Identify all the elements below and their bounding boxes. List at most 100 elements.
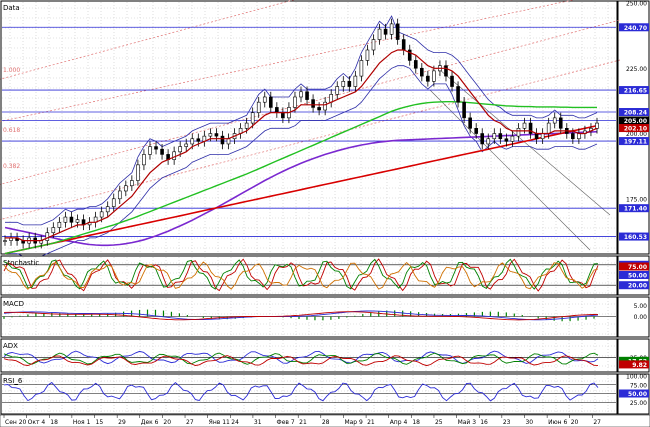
x-tick-label: 30 (525, 419, 533, 426)
axis-tick-label: 250.00 (626, 1, 647, 8)
macd-signal-line (3, 311, 599, 321)
projection-line (439, 69, 611, 216)
price-tag (619, 86, 649, 95)
price-candle (305, 91, 309, 100)
projection-line (429, 89, 591, 251)
x-tick-label: 27 (593, 419, 601, 426)
ma-purple-line (4, 130, 598, 247)
panel-macd: MACD 5.00 0.00 (0, 296, 650, 338)
price-candle (275, 107, 279, 113)
bollinger-upper (5, 15, 598, 226)
panel-title: MACD (3, 300, 24, 308)
x-tick-label: Ноя 1 (73, 419, 91, 426)
adx-line (3, 350, 599, 365)
x-tick-label: Янв 11 (209, 419, 230, 426)
price-candle (45, 232, 50, 241)
price-candle (244, 122, 249, 129)
axis-tick-label: 0.00 (634, 314, 648, 321)
panel-frame (0, 0, 618, 255)
axis-tick-label: 75.00 (630, 382, 647, 389)
price-candle (577, 133, 581, 140)
x-tick-label: 27 (186, 419, 194, 426)
x-tick-label: 25 (435, 419, 443, 426)
axis-tick-label: 5.00 (634, 303, 648, 310)
x-tick-label: 15 (96, 419, 104, 426)
price-tag-label: 208.24 (624, 110, 647, 117)
x-tick-label: 29 (118, 419, 126, 426)
price-candle (558, 117, 563, 129)
price-candle (552, 117, 557, 124)
price-candle (413, 60, 418, 69)
adx-minus-di-line (3, 355, 599, 367)
price-tag (619, 108, 649, 117)
price-candle (426, 75, 430, 82)
panel-title: Stochastic (3, 259, 39, 267)
price-candle (546, 122, 551, 134)
axis-tick-label: 225.00 (626, 66, 647, 73)
axis-tick-label: 175.00 (626, 196, 647, 203)
x-tick-label: 16 (480, 419, 488, 426)
x-tick-label: Окт 4 (28, 419, 46, 426)
x-axis: Сен 20 Окт 4 18 Ноя 1 15 29 Дек 6 20 27 Янв 11 24 3… (0, 414, 650, 427)
x-tick-label: Мар 9 (344, 419, 363, 426)
price-candle (99, 211, 104, 218)
rsi-line (3, 381, 599, 402)
price-candle (130, 180, 134, 187)
price-candle (214, 133, 219, 137)
x-tick-label: 21 (299, 419, 307, 426)
x-tick-label: 23 (503, 419, 511, 426)
trend-red-line (4, 124, 598, 255)
price-candle (63, 216, 68, 223)
channel-line (0, 0, 575, 122)
price-tag-label: 50.00 (628, 391, 647, 398)
price-candle (534, 133, 539, 140)
price-candle (75, 219, 80, 223)
price-candle (371, 39, 376, 51)
price-candle (154, 146, 158, 150)
panel-data: Data 1.000 0.618 0.382 250.00 225.00 200.00 175… (0, 0, 650, 257)
price-candle (190, 138, 195, 145)
price-candle (450, 75, 454, 87)
axis-tick-label: 100.00 (626, 374, 647, 381)
price-candle (196, 138, 201, 142)
price-candle (456, 86, 460, 103)
price-candle (262, 96, 267, 103)
price-candle (359, 60, 364, 77)
price-candle (142, 154, 146, 166)
price-candle (486, 138, 491, 145)
macd-line (3, 310, 599, 321)
price-tag-label: 216.65 (624, 88, 647, 95)
price-candle (329, 94, 334, 103)
price-candle (111, 198, 116, 207)
price-candle (498, 133, 503, 140)
price-tag-label: 171.40 (624, 206, 647, 213)
price-candle (208, 133, 213, 137)
ma-green-line (4, 100, 597, 255)
price-candle (136, 164, 140, 181)
x-tick-label: 28 (322, 419, 330, 426)
price-candle (148, 146, 152, 155)
price-candle (474, 128, 478, 134)
price-candle (323, 101, 327, 111)
axis-tick-label: 200.00 (626, 131, 647, 138)
price-tag-label: 9.82 (632, 362, 647, 369)
price-tag (619, 360, 649, 369)
x-tick-label: 24 (231, 419, 239, 426)
x-tick-label: 18 (412, 419, 420, 426)
price-candle (377, 28, 382, 40)
price-tag (619, 389, 649, 398)
stoch-k-line (3, 258, 599, 292)
price-axis-frame (617, 296, 650, 338)
price-candle (389, 23, 394, 35)
price-tag (619, 281, 649, 290)
price-candle (468, 117, 472, 129)
axis-tick-label: 25.00 (630, 400, 647, 407)
x-tick-label: 21 (367, 419, 375, 426)
price-candle (69, 216, 74, 223)
price-candle (492, 133, 497, 140)
price-candle (184, 143, 189, 147)
stoch-slow-line (3, 261, 599, 290)
price-tag-label: 205.00 (624, 118, 647, 125)
